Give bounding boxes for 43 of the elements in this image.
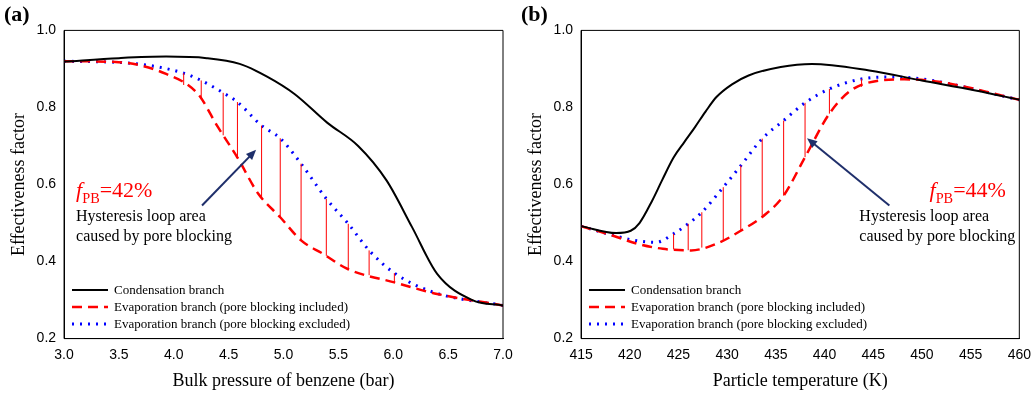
- annotation: Hysteresis loop area caused by pore blocking: [859, 207, 1016, 246]
- x-tick-label: 3.0: [54, 345, 74, 362]
- x-tick-label: 6.5: [438, 345, 459, 362]
- x-tick-label: 460: [1007, 345, 1032, 362]
- x-tick-label: 415: [569, 345, 593, 362]
- y-tick-label: 0.2: [553, 329, 574, 346]
- x-tick-label: 6.0: [383, 345, 404, 362]
- y-tick-label: 0.6: [36, 175, 57, 192]
- y-tick-label: 1.0: [36, 21, 57, 38]
- x-tick-label: 425: [666, 345, 691, 362]
- y-tick-label: 0.6: [553, 175, 574, 192]
- x-tick-label: 5.5: [328, 345, 349, 362]
- y-tick-label: 1.0: [553, 21, 574, 38]
- y-tick-label: 0.8: [36, 98, 57, 115]
- x-tick-label: 4.0: [164, 345, 184, 362]
- x-tick-label: 440: [812, 345, 837, 362]
- y-axis-title: Effectiveness factor: [524, 112, 545, 257]
- x-tick-label: 420: [618, 345, 642, 362]
- legend-label: Evaporation branch (pore blocking included): [114, 299, 348, 316]
- x-tick-label: 455: [958, 345, 983, 362]
- legend-label: Evaporation branch (pore blocking excluded): [114, 316, 351, 333]
- x-tick-label: 5.0: [273, 345, 294, 362]
- y-tick-label: 0.2: [36, 329, 57, 346]
- legend-label: Evaporation branch (pore blocking excluded): [631, 316, 868, 333]
- legend-label: Condensation branch: [631, 282, 742, 299]
- y-tick-label: 0.4: [553, 252, 574, 269]
- legend-label: Condensation branch: [114, 282, 225, 299]
- x-tick-label: 7.0: [493, 345, 513, 362]
- x-tick-label: 3.5: [109, 345, 129, 362]
- x-axis-title: Bulk pressure of benzene (bar): [172, 369, 395, 391]
- y-tick-label: 0.8: [553, 98, 574, 115]
- x-tick-label: 445: [861, 345, 886, 362]
- x-tick-label: 430: [715, 345, 740, 362]
- x-axis-title: Particle temperature (K): [712, 369, 888, 391]
- y-tick-label: 0.4: [36, 252, 57, 269]
- x-tick-label: 450: [910, 345, 934, 362]
- x-tick-label: 435: [764, 345, 788, 362]
- chart-title: (b): [521, 0, 548, 26]
- chart-title: (a): [4, 0, 30, 26]
- legend-label: Evaporation branch (pore blocking included): [631, 299, 865, 316]
- y-axis-title: Effectiveness factor: [7, 112, 28, 257]
- x-tick-label: 4.5: [218, 345, 239, 362]
- annotation: Hysteresis loop area caused by pore blocking: [76, 207, 233, 246]
